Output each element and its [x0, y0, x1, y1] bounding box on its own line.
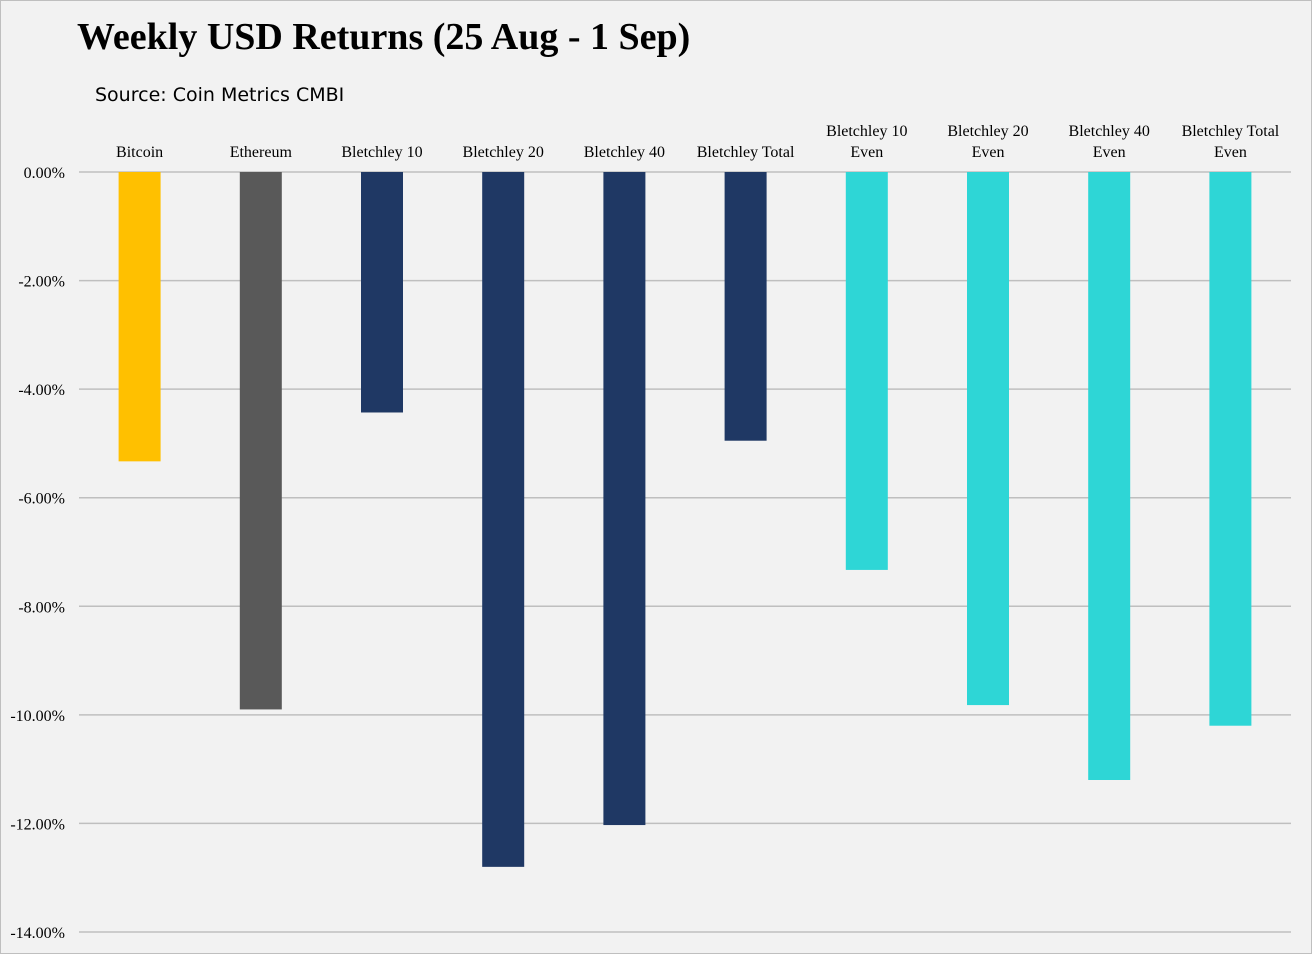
category-label: Even — [972, 144, 1005, 161]
bar — [1209, 172, 1252, 726]
category-label: Bletchley 10 — [341, 144, 422, 161]
y-tick-label: -14.00% — [10, 925, 65, 942]
bar — [845, 172, 888, 570]
y-tick-label: 0.00% — [24, 165, 65, 182]
bar — [482, 172, 525, 867]
y-tick-label: -2.00% — [18, 274, 65, 291]
y-tick-label: -6.00% — [18, 491, 65, 508]
category-label: Bletchley Total — [1182, 123, 1280, 140]
category-label: Bletchley 20 — [463, 144, 544, 161]
bar — [118, 172, 161, 462]
category-label: Even — [1093, 144, 1126, 161]
category-label: Bletchley 10 — [826, 123, 907, 140]
chart-subtitle: Source: Coin Metrics CMBI — [95, 84, 345, 106]
y-tick-label: -4.00% — [18, 382, 65, 399]
chart-title: Weekly USD Returns (25 Aug - 1 Sep) — [77, 16, 691, 58]
y-tick-label: -10.00% — [10, 708, 65, 725]
bar — [967, 172, 1009, 706]
bar — [1088, 172, 1131, 780]
bar — [239, 172, 282, 710]
category-label: Bitcoin — [116, 144, 163, 161]
category-label: Bletchley 40 — [584, 144, 665, 161]
category-label: Bletchley Total — [697, 144, 795, 161]
y-tick-label: -12.00% — [10, 816, 65, 833]
bar — [603, 172, 646, 826]
bar — [724, 172, 767, 441]
category-label: Ethereum — [230, 144, 293, 161]
category-label: Bletchley 20 — [947, 123, 1028, 140]
category-label: Even — [1214, 144, 1247, 161]
category-label: Bletchley 40 — [1069, 123, 1150, 140]
category-label: Even — [850, 144, 883, 161]
y-tick-label: -8.00% — [18, 599, 65, 616]
bar — [361, 172, 403, 413]
